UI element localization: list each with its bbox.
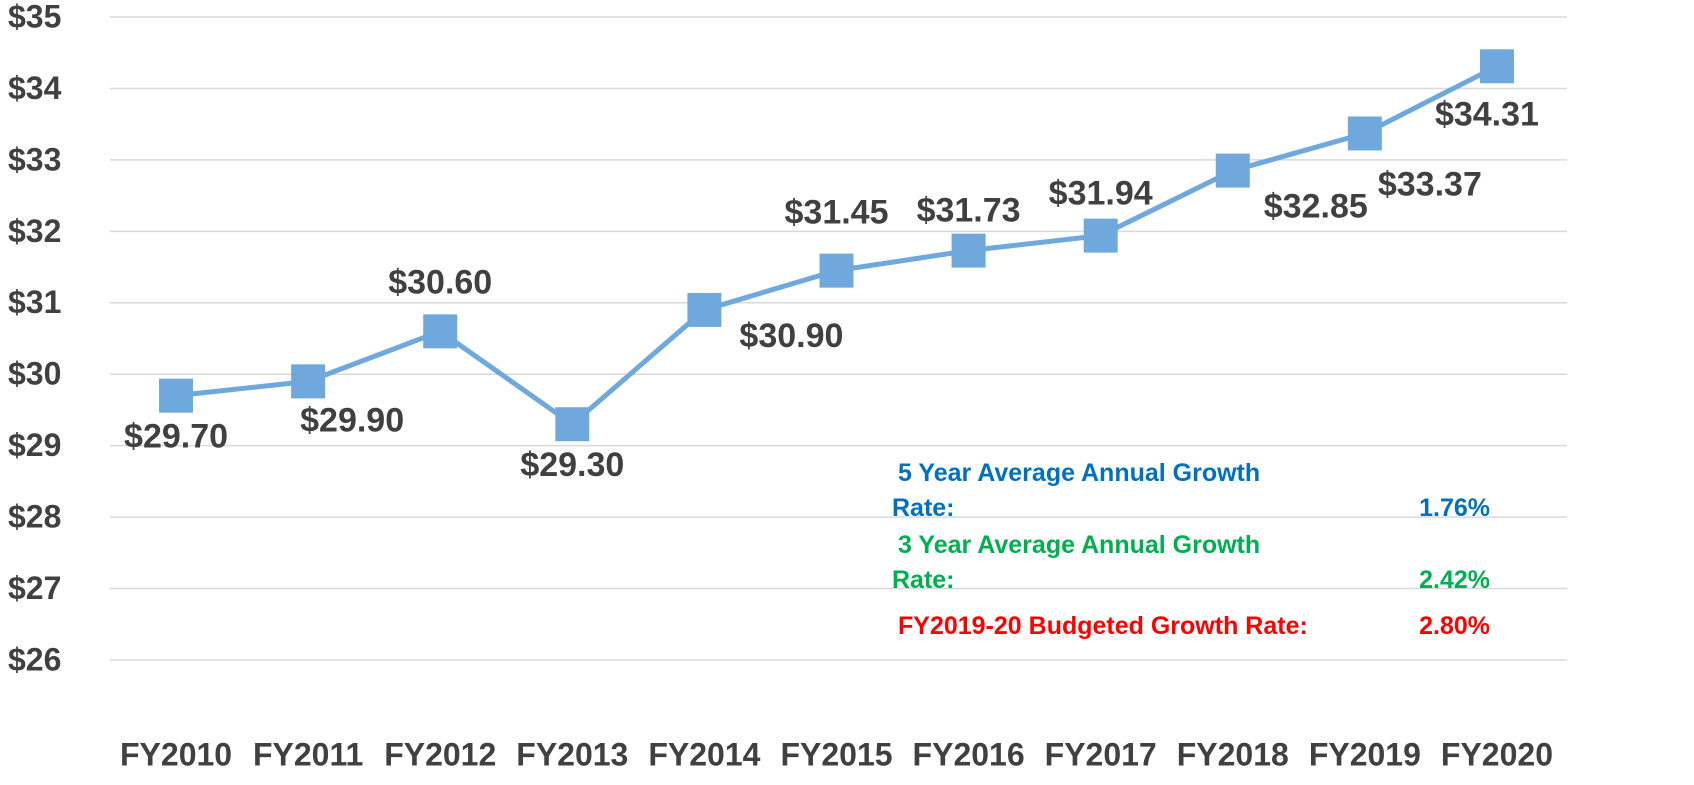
marker (555, 407, 590, 442)
y-tick-label: $35 (8, 0, 61, 34)
marker (1347, 116, 1382, 151)
x-tick-label: FY2013 (516, 736, 628, 772)
annotation-value: 2.42% (1419, 566, 1490, 594)
marker (951, 233, 986, 268)
x-tick-label: FY2017 (1045, 736, 1157, 772)
y-tick-label: $27 (8, 570, 61, 606)
data-label: $29.70 (124, 418, 228, 456)
x-tick-label: FY2014 (648, 736, 760, 772)
marker (159, 378, 194, 413)
data-label: $29.90 (300, 401, 404, 439)
marker (1479, 49, 1514, 84)
line (175, 64, 1499, 428)
data-label: $31.45 (785, 194, 889, 232)
y-tick-label: $34 (8, 70, 62, 106)
y-tick-label: $26 (8, 641, 61, 677)
x-tick-label: FY2012 (384, 736, 496, 772)
marker (1215, 153, 1250, 188)
marker (819, 253, 854, 288)
data-label: $34.31 (1435, 95, 1539, 133)
y-tick-label: $32 (8, 213, 61, 249)
data-label: $30.90 (739, 317, 843, 355)
y-tick-label: $30 (8, 356, 61, 392)
x-tick-label: FY2020 (1441, 736, 1553, 772)
x-tick-label: FY2016 (913, 736, 1025, 772)
data-label: $31.94 (1049, 175, 1153, 213)
data-label: $32.85 (1264, 188, 1368, 226)
y-tick-label: $33 (8, 141, 61, 177)
annotation-text: 5 Year Average Annual Growth Rate: (892, 459, 1261, 522)
y-tick-label: $31 (8, 284, 61, 320)
data-label: $31.73 (917, 192, 1021, 230)
x-tick-label: FY2018 (1177, 736, 1289, 772)
marker (1083, 218, 1118, 253)
x-tick-label: FY2011 (253, 736, 363, 772)
annotation-text: 3 Year Average Annual Growth Rate: (892, 531, 1261, 594)
x-tick-label: FY2010 (120, 736, 232, 772)
annotation-value: 1.76% (1419, 494, 1490, 522)
marker (423, 314, 458, 349)
data-label: $33.37 (1378, 165, 1482, 203)
annotation-value: 2.80% (1419, 612, 1490, 640)
annotation-text: FY2019-20 Budgeted Growth Rate: (898, 612, 1308, 640)
x-tick-label: FY2015 (780, 736, 892, 772)
marker (687, 292, 722, 327)
data-label: $30.60 (388, 263, 492, 301)
data-label: $29.30 (520, 446, 624, 484)
x-tick-label: FY2019 (1309, 736, 1421, 772)
marker (291, 364, 326, 399)
y-tick-label: $29 (8, 427, 61, 463)
y-tick-label: $28 (8, 499, 61, 535)
